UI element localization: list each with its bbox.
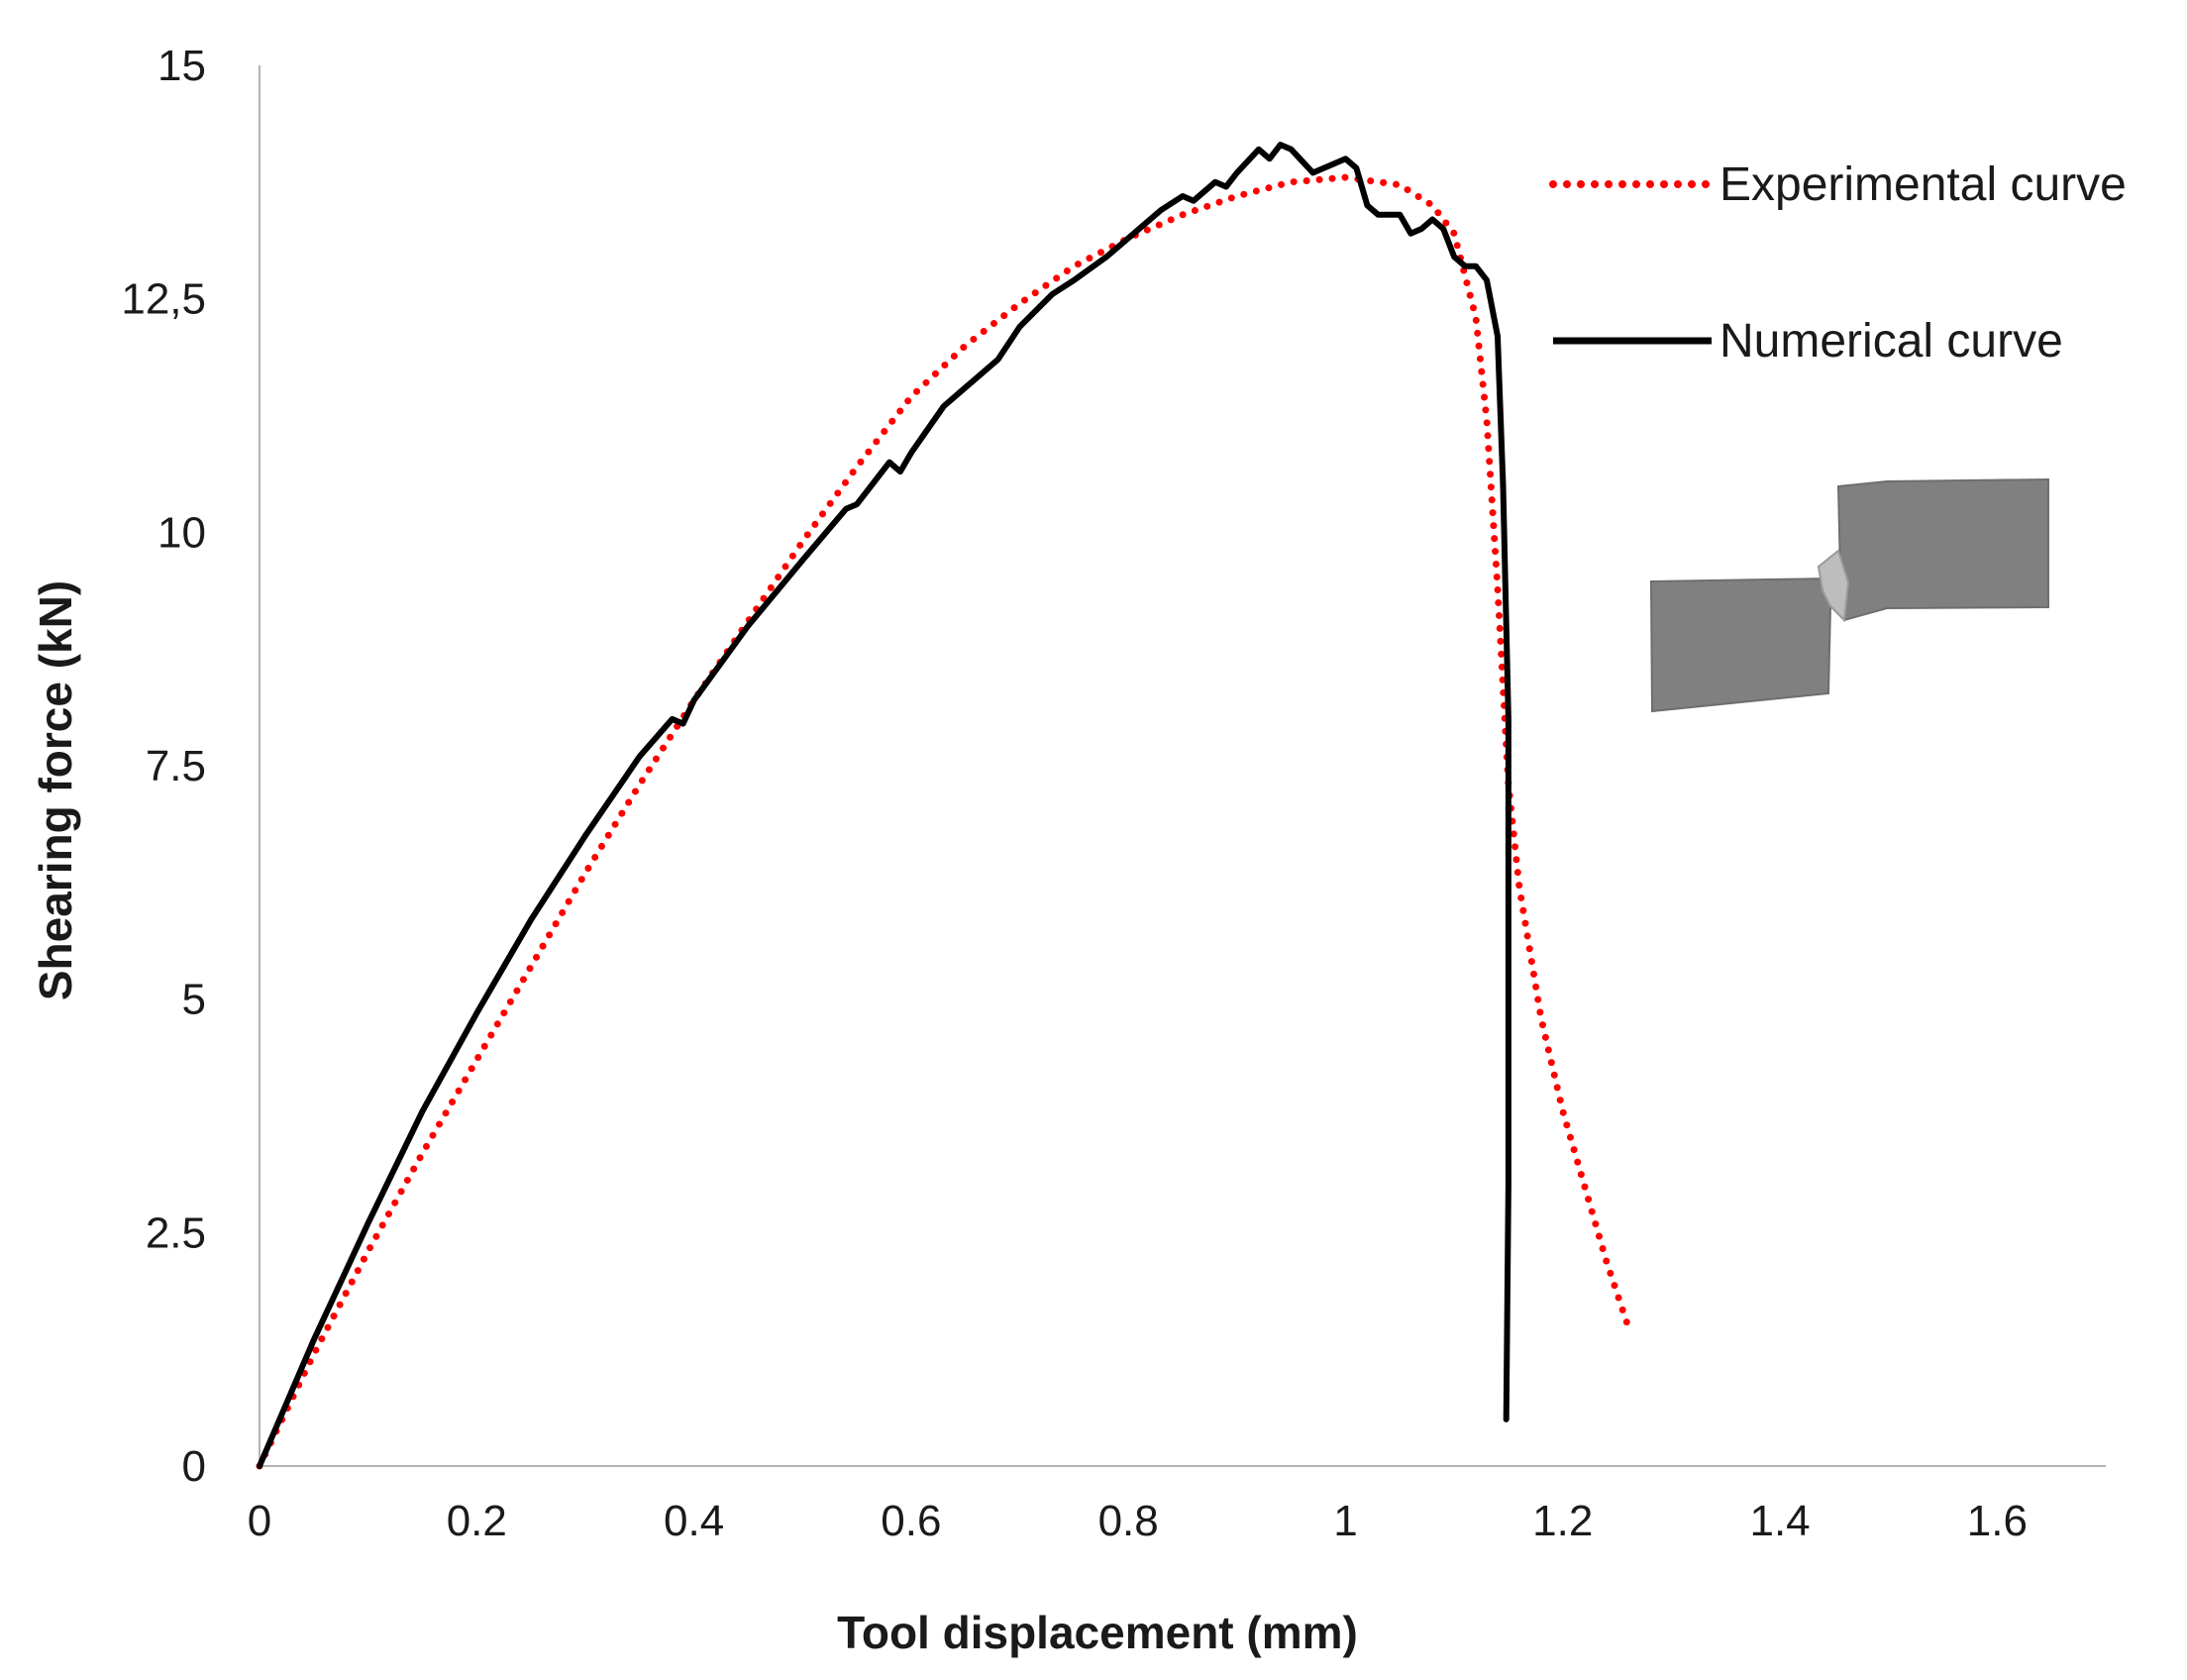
x-tick-label: 1	[1333, 1497, 1357, 1545]
specimen-shear-zone	[1817, 549, 1850, 623]
y-tick-label: 15	[157, 42, 206, 90]
legend-label-numerical: Numerical curve	[1719, 315, 2063, 368]
x-tick-label: 1.2	[1532, 1497, 1593, 1545]
y-tick-label: 12,5	[121, 275, 206, 324]
series-line-numerical-curve	[257, 142, 1511, 1469]
y-tick-label: 0	[182, 1442, 206, 1491]
y-tick-label: 7.5	[146, 742, 206, 790]
y-tick-label: 2.5	[146, 1208, 206, 1257]
x-tick-label: 0.8	[1098, 1497, 1159, 1545]
legend-label-experimental: Experimental curve	[1719, 158, 2127, 211]
x-tick-label: 0	[248, 1497, 271, 1545]
specimen-right-block	[1836, 477, 2049, 622]
x-tick-label: 0.2	[447, 1497, 507, 1545]
x-tick-label: 1.6	[1967, 1497, 2028, 1545]
series-layer	[256, 142, 1632, 1470]
x-axis-title: Tool displacement (mm)	[837, 1607, 1358, 1658]
x-tick-label: 0.4	[664, 1497, 724, 1545]
x-tick-label: 0.6	[881, 1497, 941, 1545]
specimen-inset-illustration	[1649, 477, 2049, 713]
x-tick-label: 1.4	[1749, 1497, 1810, 1545]
y-axis-title: Shearing force (kN)	[30, 580, 81, 1000]
y-tick-label: 10	[157, 508, 206, 557]
legend: Experimental curve Numerical curve	[1549, 158, 2127, 368]
y-tick-label: 5	[182, 976, 206, 1024]
specimen-left-block	[1649, 577, 1836, 713]
axes: 0 0.2 0.4 0.6 0.8 1 1.2 1.4 1.6 0 2.5 5 7.5 10 12,5 15	[121, 42, 2106, 1545]
series-line-experimental-curve	[256, 173, 1632, 1470]
